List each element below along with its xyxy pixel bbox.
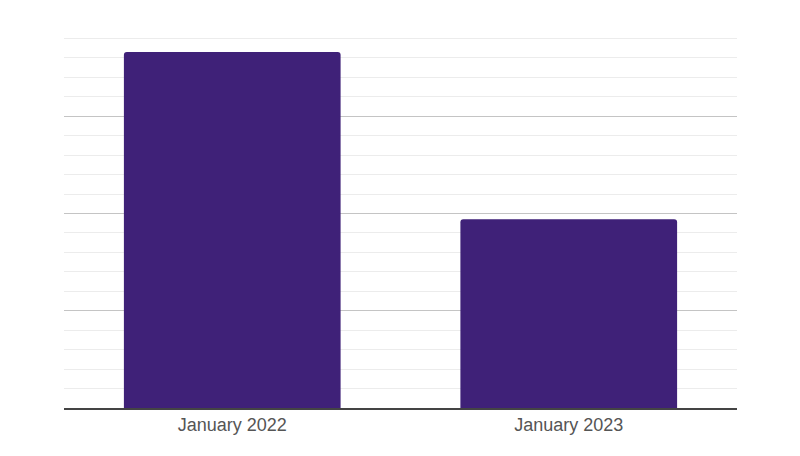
svg-text:January 2022: January 2022 (178, 415, 287, 435)
svg-text:January 2023: January 2023 (514, 415, 623, 435)
